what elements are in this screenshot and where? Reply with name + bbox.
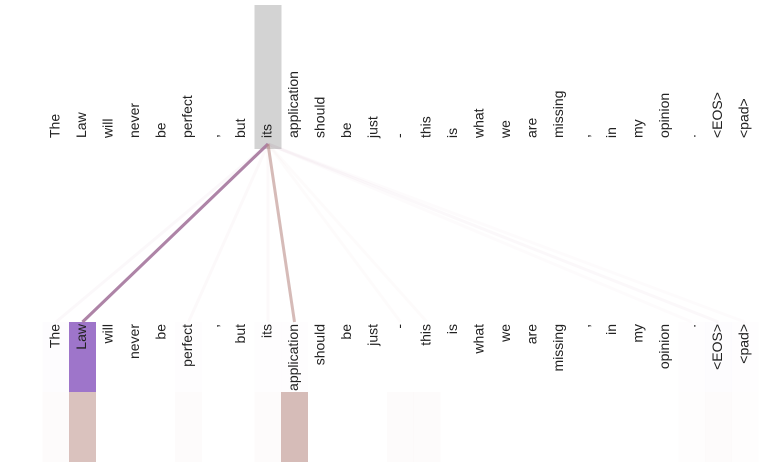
top-token: Law — [73, 111, 89, 138]
bottom-token: we — [497, 324, 513, 343]
top-token: in — [603, 127, 619, 138]
attention-cell — [334, 392, 361, 462]
attention-cell — [69, 392, 96, 462]
bottom-token: . — [683, 324, 699, 328]
top-token: perfect — [179, 95, 195, 138]
attention-link — [81, 142, 270, 324]
attention-cell — [175, 392, 202, 462]
attention-cell — [679, 392, 706, 462]
top-token: missing — [550, 91, 566, 138]
bottom-token: should — [312, 324, 328, 365]
attention-cell — [573, 392, 600, 462]
bottom-token: this — [418, 324, 434, 346]
attention-cell — [202, 392, 229, 462]
top-token: should — [312, 97, 328, 138]
attention-cell — [122, 392, 149, 462]
attention-cell — [440, 392, 467, 462]
bottom-token: be — [153, 324, 169, 340]
attention-cell — [361, 392, 388, 462]
attention-cell — [387, 392, 414, 462]
top-token: just — [365, 116, 381, 139]
top-token: be — [153, 122, 169, 138]
bottom-token: will — [100, 324, 116, 344]
top-token: opinion — [656, 93, 672, 138]
bottom-token: perfect — [179, 324, 195, 367]
attention-cell — [149, 392, 176, 462]
attention-cell — [281, 392, 308, 462]
top-token: are — [524, 118, 540, 138]
attention-cell — [202, 322, 229, 392]
bottom-token: <pad> — [736, 324, 752, 364]
attention-link — [266, 143, 296, 323]
attention-cell — [414, 392, 441, 462]
top-token: . — [683, 134, 699, 138]
bottom-token: , — [577, 324, 593, 328]
bottom-token: but — [232, 324, 248, 344]
attention-cell — [43, 392, 70, 462]
attention-link — [268, 144, 745, 322]
attention-cell — [228, 392, 255, 462]
attention-cell — [69, 322, 96, 392]
top-token: is — [444, 128, 460, 138]
bottom-token: what — [471, 324, 487, 355]
bottom-token: - — [391, 324, 407, 329]
bottom-token: is — [444, 324, 460, 334]
top-token: my — [630, 119, 646, 138]
bottom-token: in — [603, 324, 619, 335]
attention-cell — [520, 392, 547, 462]
attention-cell — [96, 392, 123, 462]
top-token: we — [497, 120, 513, 139]
attention-cell — [255, 392, 282, 462]
attention-cell — [705, 392, 732, 462]
attention-cell — [387, 322, 414, 392]
attention-cell — [652, 392, 679, 462]
attention-link — [56, 144, 268, 322]
top-token: - — [391, 133, 407, 138]
top-token: , — [577, 134, 593, 138]
top-token: The — [47, 114, 63, 138]
top-token: but — [232, 118, 248, 138]
bottom-token: its — [259, 324, 275, 338]
bottom-token: , — [206, 324, 222, 328]
bottom-token: application — [285, 324, 301, 391]
top-token: , — [206, 134, 222, 138]
query-highlight — [254, 5, 282, 149]
top-token: be — [338, 122, 354, 138]
attention-cell — [493, 392, 520, 462]
top-token: application — [285, 71, 301, 138]
attention-cell — [732, 392, 759, 462]
top-token: <pad> — [736, 98, 752, 138]
attention-cell — [626, 392, 653, 462]
top-token: never — [126, 103, 142, 138]
bottom-token: be — [338, 324, 354, 340]
attention-cell — [679, 322, 706, 392]
attention-cell — [573, 322, 600, 392]
top-token: its — [259, 124, 275, 138]
attention-cell — [308, 392, 335, 462]
bottom-token: are — [524, 324, 540, 344]
top-token: will — [100, 119, 116, 139]
bottom-token: opinion — [656, 324, 672, 369]
bottom-token: my — [630, 324, 646, 343]
top-token: what — [471, 108, 487, 139]
bottom-token: never — [126, 324, 142, 359]
bottom-token: The — [47, 324, 63, 348]
attention-link — [189, 144, 269, 322]
bottom-token: Law — [73, 323, 89, 350]
attention-cell — [467, 392, 494, 462]
bottom-token: just — [365, 324, 381, 347]
top-token: <EOS> — [709, 92, 725, 138]
top-token: this — [418, 116, 434, 138]
bottom-token: missing — [550, 324, 566, 371]
attention-cell — [599, 392, 626, 462]
bottom-token: <EOS> — [709, 324, 725, 370]
attention-cell — [546, 392, 573, 462]
